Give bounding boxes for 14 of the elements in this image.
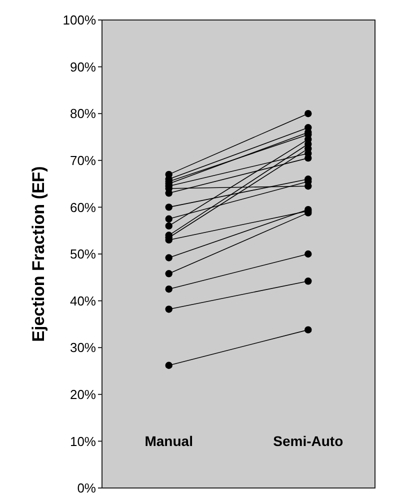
y-tick-label: 10% — [70, 434, 96, 449]
y-tick-label: 100% — [62, 12, 96, 28]
y-tick-label: 40% — [70, 293, 96, 308]
x-tick-label: Semi-Auto — [273, 433, 344, 450]
y-tick-label: 60% — [70, 200, 96, 215]
y-tick-label: 30% — [70, 340, 96, 356]
y-tick-label: 20% — [70, 386, 96, 402]
y-tick-label: 70% — [70, 152, 96, 168]
y-tick-label: 80% — [70, 106, 96, 122]
y-tick-label: 50% — [70, 246, 96, 262]
y-tick-label: 90% — [70, 59, 96, 74]
y-tick-label: 0% — [77, 480, 96, 495]
x-tick-label: Manual — [144, 433, 193, 450]
y-axis-title: Ejection Fraction (EF) — [29, 166, 48, 342]
